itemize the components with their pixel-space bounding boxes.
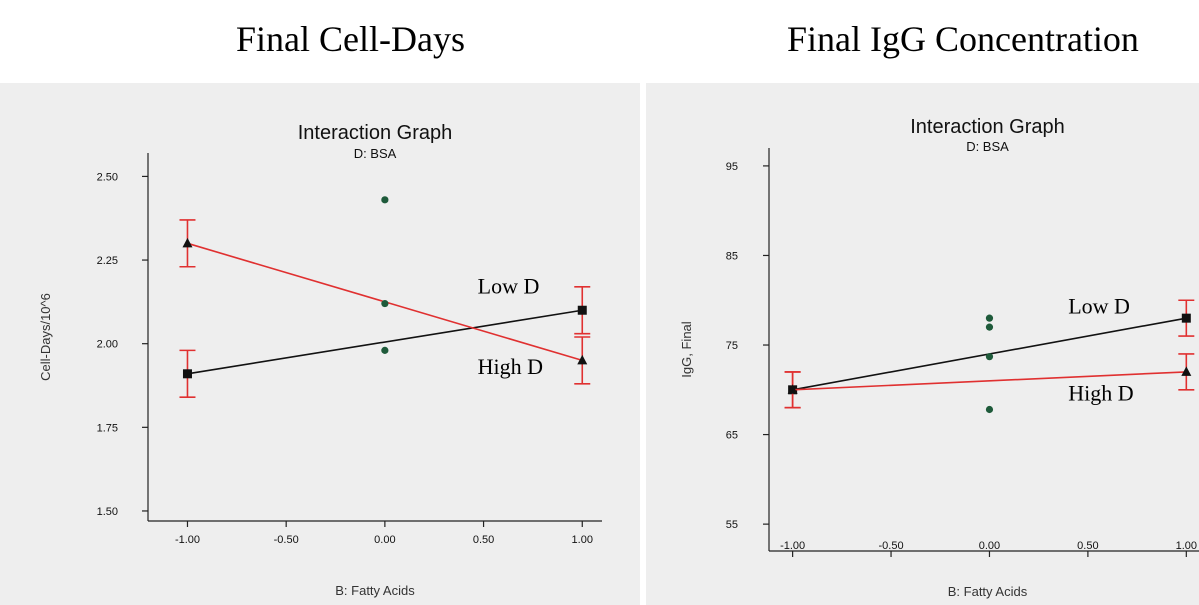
chart-heading-cell-days: Final Cell-Days: [236, 19, 465, 59]
x-tick-label: -0.50: [879, 540, 904, 552]
x-tick-label: -1.00: [175, 534, 200, 546]
interaction-graph-igg: Interaction Graph D: BSA 55 65 75 85 95 -1.00 -0…: [646, 83, 1199, 605]
y-axis-label: IgG, Final: [679, 321, 694, 377]
chart-subtitle: D: BSA: [966, 139, 1009, 154]
series-marker-high-d: [1181, 366, 1192, 376]
series-marker-high-d: [182, 237, 193, 248]
x-axis-label: B: Fatty Acids: [335, 583, 415, 598]
series-line-high-d: [792, 371, 1187, 391]
center-data-point: [985, 353, 994, 361]
y-tick-label: 2.00: [97, 339, 118, 351]
series-marker-high-d: [577, 354, 588, 365]
series-annotation: Low D: [1068, 294, 1130, 319]
chart-subtitle: D: BSA: [354, 146, 397, 161]
y-tick-label: 55: [726, 519, 738, 531]
chart-title: Interaction Graph: [910, 116, 1065, 138]
x-tick-label: -1.00: [780, 540, 805, 552]
center-data-point: [381, 299, 389, 308]
x-axis-label: B: Fatty Acids: [948, 584, 1028, 599]
x-tick-label: 0.50: [1077, 540, 1098, 552]
interaction-graph-cell-days: Interaction Graph D: BSA 1.50 1.75 2.00 2.25 2…: [0, 83, 640, 605]
y-tick-label: 85: [726, 250, 738, 262]
y-tick-label: 95: [726, 161, 738, 173]
series-marker-low-d: [1181, 313, 1191, 323]
y-axis-label: Cell-Days/10^6: [38, 293, 53, 381]
y-tick-label: 75: [726, 340, 738, 352]
series-annotation: Low D: [478, 274, 540, 299]
series-marker-high-d: [787, 384, 798, 394]
center-data-point: [985, 405, 994, 414]
y-tick-label: 2.25: [97, 255, 118, 267]
chart-heading-igg: Final IgG Concentration: [787, 19, 1139, 59]
x-tick-label: 1.00: [1176, 540, 1197, 552]
chart-title: Interaction Graph: [298, 122, 453, 144]
series-annotation: High D: [478, 354, 543, 379]
series-annotation: High D: [1068, 381, 1133, 406]
x-tick-label: 1.00: [572, 534, 593, 546]
cell-days-plot: Interaction Graph D: BSA 1.50 1.75 2.00 2.25 2…: [38, 122, 602, 598]
center-data-point: [381, 196, 389, 204]
x-tick-label: 0.00: [979, 540, 1000, 552]
series-line-low-d: [187, 309, 583, 375]
center-data-point: [381, 346, 389, 354]
center-data-point: [985, 314, 994, 322]
series-marker-low-d: [577, 305, 587, 315]
series-marker-low-d: [182, 369, 192, 379]
y-tick-label: 65: [726, 430, 738, 442]
center-data-point: [985, 323, 994, 331]
x-tick-label: -0.50: [274, 534, 299, 546]
y-tick-label: 2.50: [97, 171, 118, 183]
y-tick-label: 1.75: [97, 422, 118, 434]
x-tick-label: 0.50: [473, 534, 494, 546]
y-tick-label: 1.50: [97, 506, 118, 518]
x-tick-label: 0.00: [374, 534, 395, 546]
